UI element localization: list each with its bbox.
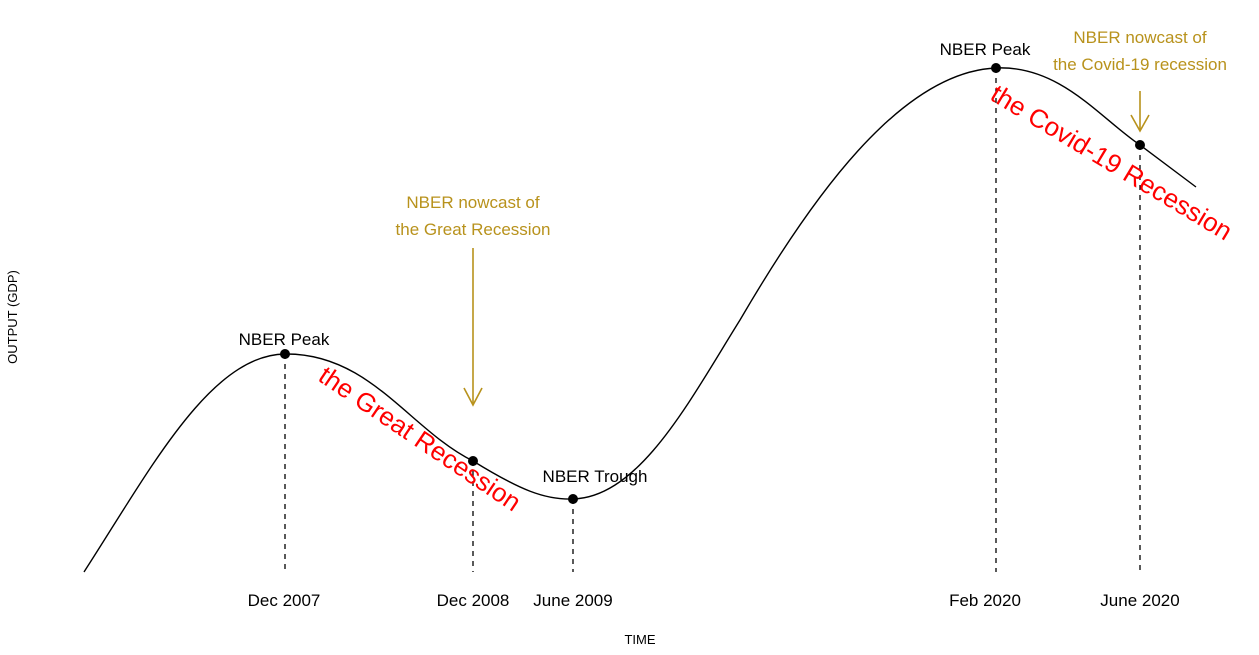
tick-feb2020: Feb 2020 (949, 591, 1021, 610)
label-trough-2009: NBER Trough (543, 467, 648, 486)
recession-label-great: the Great Recession (313, 360, 526, 517)
tick-dec2008: Dec 2008 (437, 591, 510, 610)
nowcast-covid-line2: the Covid-19 recession (1053, 55, 1227, 74)
nowcast-covid-line1: NBER nowcast of (1073, 28, 1206, 47)
y-axis-title: OUTPUT (GDP) (5, 270, 20, 364)
point-nowcast-jun2020 (1135, 140, 1145, 150)
arrow-great-recession-nowcast (463, 248, 483, 407)
label-peak-2020: NBER Peak (940, 40, 1031, 59)
nowcast-great-line1: NBER nowcast of (406, 193, 539, 212)
x-axis-title: TIME (624, 632, 655, 647)
point-peak-dec2007 (280, 349, 290, 359)
nowcast-great-line2: the Great Recession (396, 220, 551, 239)
tick-jun2020: June 2020 (1100, 591, 1179, 610)
point-peak-feb2020 (991, 63, 1001, 73)
output-curve (83, 67, 1197, 573)
tick-jun2009: June 2009 (533, 591, 612, 610)
point-nowcast-dec2008 (468, 456, 478, 466)
label-peak-2007: NBER Peak (239, 330, 330, 349)
arrow-covid-nowcast (1130, 91, 1150, 133)
recession-label-covid: the Covid-19 Recession (986, 78, 1238, 246)
point-trough-jun2009 (568, 494, 578, 504)
tick-dec2007: Dec 2007 (248, 591, 321, 610)
